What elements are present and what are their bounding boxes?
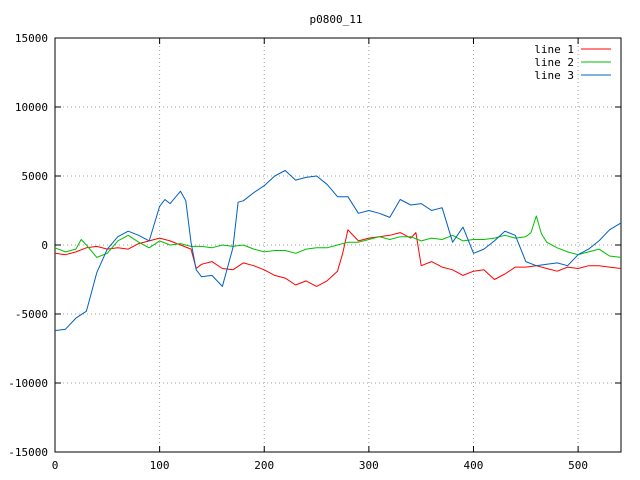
y-tick-label: -15000 [8,446,48,459]
x-tick-label: 0 [52,459,59,472]
series-line-1 [54,229,622,287]
axis-ticks: 15000 10000 5000 0 -5000 -10000 -15000 0 100 200 3… [8,32,621,472]
series-lines [54,170,622,332]
y-tick-label: -5000 [15,308,48,321]
x-tick-label: 100 [150,459,170,472]
y-tick-label: -10000 [8,377,48,390]
series-line-2 [54,215,622,258]
legend-label: line 1 [534,43,574,56]
y-tick-label: 10000 [15,101,48,114]
y-tick-label: 15000 [15,32,48,45]
chart-title: p0800_11 [310,13,363,26]
legend-label: line 2 [534,56,574,69]
x-tick-label: 200 [254,459,274,472]
y-tick-label: 5000 [22,170,49,183]
x-tick-label: 300 [359,459,379,472]
x-tick-label: 400 [464,459,484,472]
x-tick-label: 500 [568,459,588,472]
y-tick-label: 0 [41,239,48,252]
legend-label: line 3 [534,69,574,82]
series-line-3 [54,170,622,332]
grid [55,38,621,452]
